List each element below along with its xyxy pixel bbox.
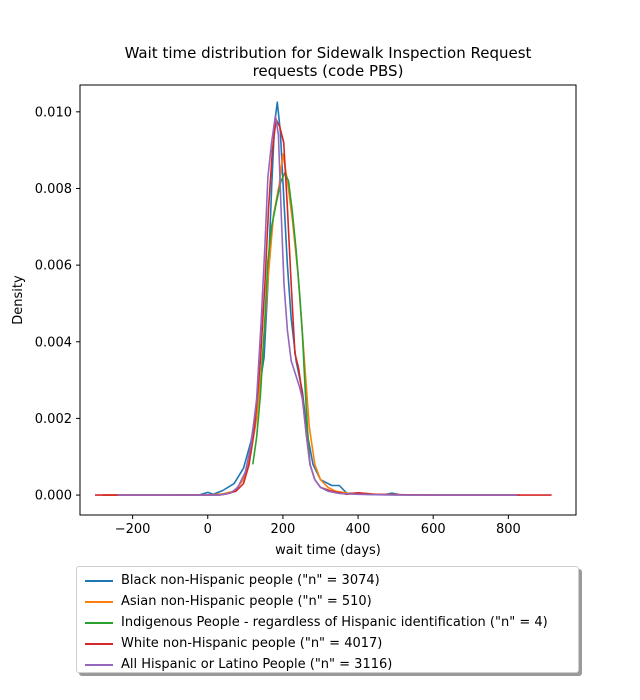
y-tick-label: 0.004: [35, 335, 72, 350]
legend-swatch: [85, 579, 113, 582]
series-layer: [95, 101, 552, 496]
legend-entry: White non-Hispanic people ("n" = 4017): [85, 633, 578, 654]
legend-swatch: [85, 621, 113, 624]
series-line-1: [102, 153, 520, 496]
y-tick-label: 0.006: [35, 259, 72, 274]
chart-subtitle: requests (code PBS): [253, 62, 404, 80]
y-axis-label: Density: [11, 275, 26, 325]
legend-swatch: [85, 600, 113, 603]
y-tick-label: 0.010: [35, 105, 72, 120]
x-tick-label: 600: [421, 522, 446, 537]
legend-entry: All Hispanic or Latino People ("n" = 311…: [85, 654, 578, 675]
x-tick-label: −200: [115, 522, 151, 537]
series-line-3: [95, 118, 552, 496]
x-axis: −200 0 200 400 600 800: [115, 515, 521, 537]
legend-entry: Black non-Hispanic people ("n" = 3074): [85, 570, 578, 591]
legend-swatch: [85, 642, 113, 645]
x-tick-label: 200: [270, 522, 295, 537]
x-axis-label: wait time (days): [275, 543, 381, 558]
x-tick-label: 0: [204, 522, 212, 537]
legend-label: White non-Hispanic people ("n" = 4017): [121, 636, 383, 651]
legend-label: Indigenous People - regardless of Hispan…: [121, 615, 548, 630]
density-chart: Wait time distribution for Sidewalk Insp…: [11, 44, 577, 558]
y-tick-label: 0.002: [35, 412, 72, 427]
y-tick-label: 0.000: [35, 489, 72, 504]
legend-entry: Asian non-Hispanic people ("n" = 510): [85, 591, 578, 612]
y-axis: 0.000 0.002 0.004 0.006 0.008 0.010: [35, 105, 80, 504]
series-line-4: [117, 114, 518, 496]
y-tick-label: 0.008: [35, 182, 72, 197]
legend-label: Asian non-Hispanic people ("n" = 510): [121, 594, 372, 609]
legend-label: All Hispanic or Latino People ("n" = 311…: [121, 657, 393, 672]
legend-swatch: [85, 663, 113, 666]
legend: Black non-Hispanic people ("n" = 3074) As…: [76, 566, 579, 673]
x-tick-label: 400: [346, 522, 371, 537]
legend-label: Black non-Hispanic people ("n" = 3074): [121, 573, 380, 588]
plot-frame: [79, 84, 577, 516]
legend-entry: Indigenous People - regardless of Hispan…: [85, 612, 578, 633]
chart-title: Wait time distribution for Sidewalk Insp…: [125, 44, 532, 62]
x-tick-label: 800: [496, 522, 521, 537]
